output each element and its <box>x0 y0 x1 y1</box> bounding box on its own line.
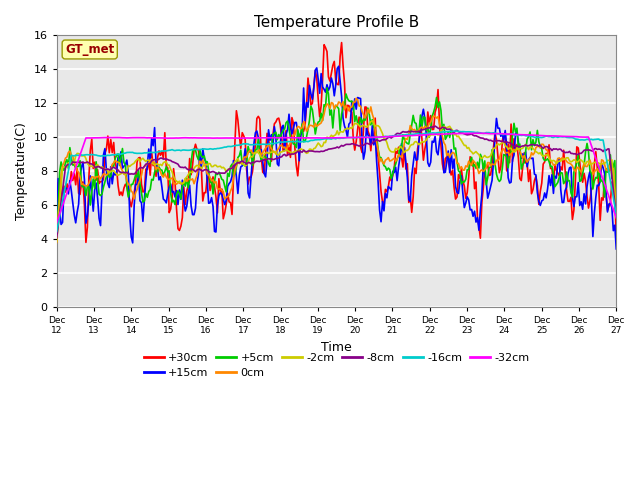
Y-axis label: Temperature(C): Temperature(C) <box>15 122 28 220</box>
Legend: +30cm, +15cm, +5cm, 0cm, -2cm, -8cm, -16cm, -32cm: +30cm, +15cm, +5cm, 0cm, -2cm, -8cm, -16… <box>139 348 534 383</box>
Title: Temperature Profile B: Temperature Profile B <box>254 15 419 30</box>
X-axis label: Time: Time <box>321 341 352 354</box>
Text: GT_met: GT_met <box>65 43 115 56</box>
